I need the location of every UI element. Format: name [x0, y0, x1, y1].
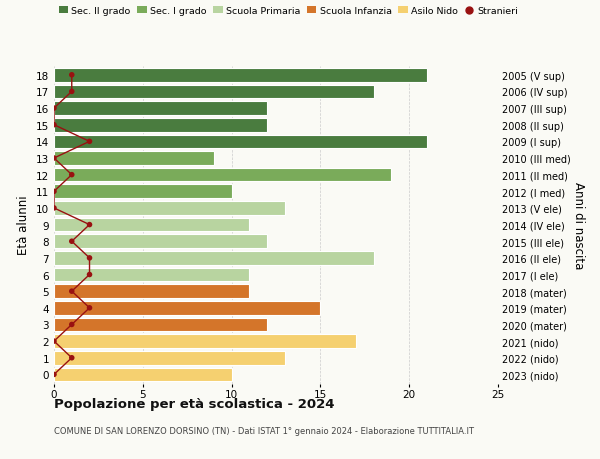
Point [67, 89, 77, 96]
Bar [54, 318, 267, 331]
Point [67, 321, 77, 329]
Point [49, 338, 59, 345]
Bar [54, 268, 250, 282]
Point [85, 304, 94, 312]
Point [67, 72, 77, 79]
Text: COMUNE DI SAN LORENZO DORSINO (TN) - Dati ISTAT 1° gennaio 2024 - Elaborazione T: COMUNE DI SAN LORENZO DORSINO (TN) - Dat… [54, 426, 474, 435]
Bar [54, 302, 320, 315]
Bar [54, 152, 214, 165]
Point [49, 155, 59, 162]
Bar [54, 102, 267, 116]
Bar [54, 69, 427, 83]
Bar [54, 185, 232, 199]
Y-axis label: Anni di nascita: Anni di nascita [572, 181, 585, 269]
Bar [54, 85, 374, 99]
Bar [54, 135, 427, 149]
Point [49, 122, 59, 129]
Bar [54, 218, 250, 232]
Bar [54, 285, 250, 298]
Point [85, 255, 94, 262]
Bar [54, 118, 267, 132]
Point [67, 172, 77, 179]
Point [85, 138, 94, 146]
Point [49, 105, 59, 112]
Bar [54, 202, 285, 215]
Bar [54, 252, 374, 265]
Text: Popolazione per età scolastica - 2024: Popolazione per età scolastica - 2024 [54, 397, 335, 410]
Point [67, 354, 77, 362]
Point [49, 371, 59, 378]
Legend: Sec. II grado, Sec. I grado, Scuola Primaria, Scuola Infanzia, Asilo Nido, Stran: Sec. II grado, Sec. I grado, Scuola Prim… [59, 7, 518, 16]
Point [49, 188, 59, 196]
Point [85, 221, 94, 229]
Bar [54, 235, 267, 248]
Bar [54, 335, 356, 348]
Bar [54, 368, 232, 381]
Point [67, 238, 77, 246]
Bar [54, 351, 285, 365]
Point [85, 271, 94, 279]
Point [49, 205, 59, 212]
Bar [54, 168, 391, 182]
Point [67, 288, 77, 295]
Y-axis label: Età alunni: Età alunni [17, 196, 31, 255]
